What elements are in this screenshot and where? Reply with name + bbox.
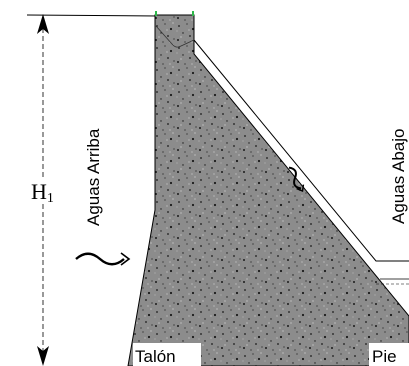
height-label: H <box>31 179 47 204</box>
downstream-offset-line <box>193 39 409 262</box>
upstream-wave-arrow-icon <box>75 252 131 266</box>
toe-label: Pie <box>372 347 397 366</box>
dam-body <box>127 14 409 366</box>
heel-label: Talón <box>135 347 176 366</box>
height-subscript: 1 <box>47 191 54 206</box>
toe-label-background <box>369 343 409 366</box>
downstream-wave-arrow-icon <box>288 166 305 192</box>
upstream-label: Aguas Arriba <box>84 128 103 226</box>
upstream-water-level-line <box>26 14 159 17</box>
height-dimension: H1 <box>29 14 61 366</box>
heel-label-background <box>133 343 201 366</box>
svg-text:H1: H1 <box>31 179 54 206</box>
crest-drain-line <box>155 25 195 48</box>
downstream-label: Aguas Abajo <box>389 129 408 224</box>
